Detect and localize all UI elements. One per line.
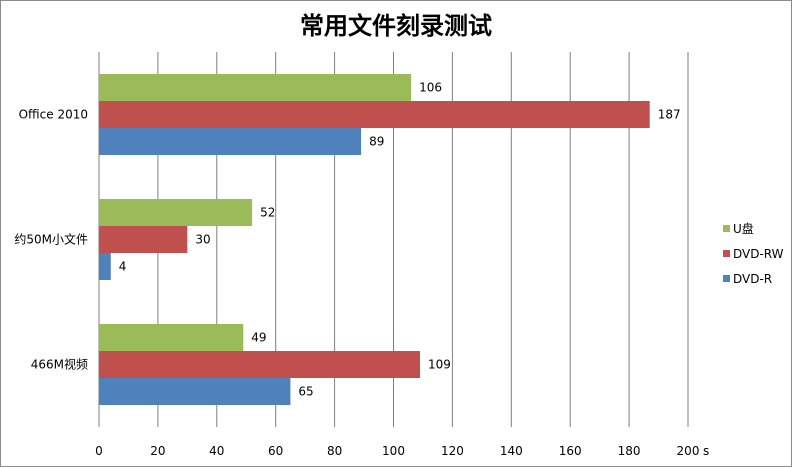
x-tick-label: 180 [618,444,641,458]
data-label: 30 [195,233,210,247]
x-tick-label: 80 [327,444,342,458]
legend-label: DVD-RW [733,247,784,261]
labels: 0 20 40 60 80 100 120 140 160 180 200 s Office 2010 1… [14,81,709,459]
data-label: 89 [369,135,384,149]
legend-label: DVD-R [733,272,772,286]
data-label: 4 [119,260,127,274]
bar [99,351,421,378]
bar [99,199,253,226]
legend-label: U盘 [733,221,754,236]
bar [99,128,362,155]
bars [99,74,650,405]
x-tick-label: 20 [150,444,165,458]
x-tick-label: 200 [677,444,700,458]
category-label: Office 2010 [19,108,88,122]
bar [99,226,188,253]
x-tick-label: 40 [209,444,224,458]
x-tick-label: 140 [500,444,523,458]
x-tick-label: 100 [382,444,405,458]
category-label: 约50M小文件 [14,232,88,247]
legend: U盘 DVD-RW DVD-R [723,221,784,286]
legend-swatch [723,275,730,282]
data-label: 109 [428,358,451,372]
data-label: 65 [298,385,313,399]
category-label: 466M视频 [31,357,88,372]
bar [99,101,650,128]
chart-title: 常用文件刻录测试 [300,11,492,40]
x-axis-label: s [703,444,709,458]
legend-swatch [723,225,730,232]
bar [99,378,291,405]
data-label: 187 [658,108,681,122]
bar [99,324,244,351]
legend-swatch [723,250,730,257]
data-label: 106 [419,81,442,95]
data-label: 52 [260,206,275,220]
x-tick-label: 60 [268,444,283,458]
data-label: 49 [251,331,266,345]
bar [99,74,412,101]
x-tick-label: 0 [95,444,103,458]
bar [99,253,111,280]
x-tick-label: 160 [559,444,582,458]
x-tick-label: 120 [441,444,464,458]
